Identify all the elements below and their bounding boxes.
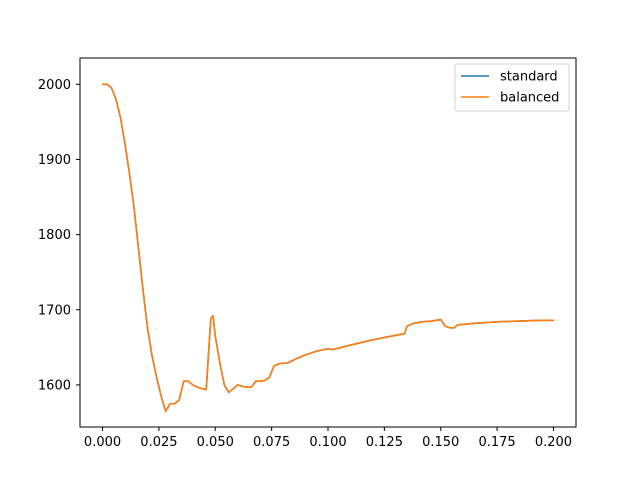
legend-label-standard: standard — [500, 70, 558, 85]
legend: standard balanced — [454, 63, 570, 112]
x-axis-ticks: 0.000 0.025 0.050 0.075 0.100 0.125 0.150 0.175… — [84, 427, 572, 450]
x-tick-label: 0.125 — [366, 435, 403, 450]
x-tick-label: 0.100 — [309, 435, 346, 450]
y-tick-label: 1900 — [38, 153, 71, 168]
x-tick-label: 0.025 — [140, 435, 177, 450]
y-tick-label: 2000 — [38, 78, 71, 93]
x-tick-label: 0.200 — [535, 435, 572, 450]
series-line-standard — [101, 83, 555, 413]
y-axis-ticks: 1600 1700 1800 1900 2000 — [38, 78, 80, 393]
y-tick-label: 1700 — [38, 303, 71, 318]
axes-frame — [79, 57, 577, 428]
x-tick-label: 0.175 — [478, 435, 515, 450]
y-tick-label: 1600 — [38, 378, 71, 393]
plot-area — [101, 83, 555, 413]
legend-label-balanced: balanced — [500, 91, 559, 106]
x-tick-label: 0.075 — [253, 435, 290, 450]
y-tick-label: 1800 — [38, 228, 71, 243]
series-line-balanced — [101, 83, 555, 413]
x-tick-label: 0.000 — [84, 435, 121, 450]
x-tick-label: 0.050 — [197, 435, 234, 450]
x-tick-label: 0.150 — [422, 435, 459, 450]
